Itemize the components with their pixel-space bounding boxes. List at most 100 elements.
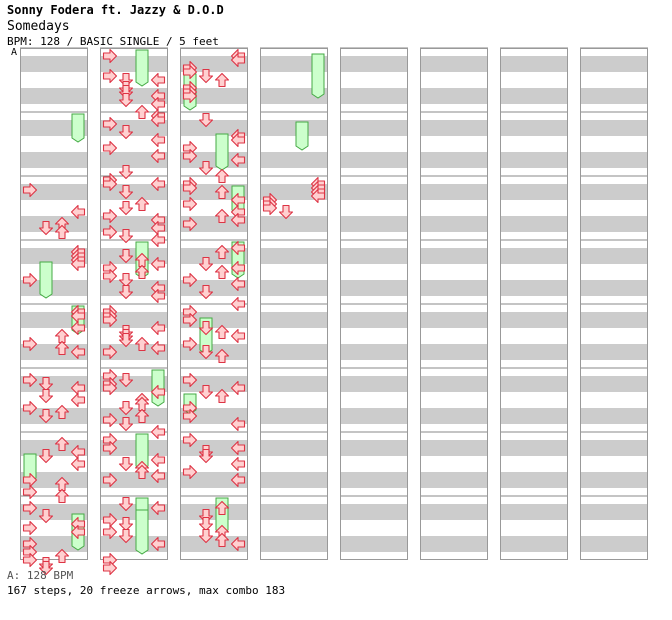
step-arrow-down [38,508,54,524]
beat-stripe [100,184,168,200]
step-arrow-left [22,520,38,536]
beat-stripe [340,408,408,424]
beat-stripe [420,408,488,424]
beat-stripe [260,152,328,168]
step-arrow-up [134,408,150,424]
beat-stripe [340,536,408,552]
step-arrow-left [262,200,278,216]
beat-stripe [420,504,488,520]
step-arrow-left [182,88,198,104]
step-arrow-left [182,432,198,448]
step-arrow-down [38,408,54,424]
step-arrow-left [102,560,118,576]
step-arrow-right [150,132,166,148]
step-arrow-down [118,272,134,288]
beat-stripe [420,472,488,488]
step-arrow-down [118,516,134,532]
beat-stripe [580,376,648,392]
step-arrow-up [54,224,70,240]
step-arrow-down [118,400,134,416]
beat-stripe [260,88,328,104]
beat-stripe [420,152,488,168]
beat-stripe [340,376,408,392]
beat-stripe [20,472,88,488]
step-arrow-down [118,92,134,108]
step-arrow-up [54,328,70,344]
beat-stripe [500,536,568,552]
step-arrow-down [198,516,214,532]
step-arrow-left [102,472,118,488]
step-arrow-right [230,472,246,488]
step-arrow-right [230,456,246,472]
step-arrow-down [118,200,134,216]
beat-stripe [580,248,648,264]
step-arrow-down [38,388,54,404]
step-arrow-left [102,208,118,224]
beat-stripe [180,120,248,136]
step-arrow-right [150,148,166,164]
beat-stripe [260,280,328,296]
step-arrow-left [182,372,198,388]
step-arrow-right [150,384,166,400]
step-arrow-down [38,560,54,576]
step-arrow-right [70,524,86,540]
beat-stripe [180,536,248,552]
step-arrow-up [54,340,70,356]
freeze-arrow [39,261,53,299]
beat-stripe [420,280,488,296]
step-arrow-right [150,468,166,484]
step-arrow-down [118,528,134,544]
step-arrow-down [198,344,214,360]
chart-info: BPM: 128 / BASIC SINGLE / 5 feet [7,35,219,48]
step-arrow-left [22,336,38,352]
step-arrow-right [230,328,246,344]
step-arrow-down [198,528,214,544]
beat-stripe [420,376,488,392]
step-arrow-down [198,284,214,300]
step-arrow-right [230,52,246,68]
step-arrow-down [118,184,134,200]
bpm-marker: A [11,47,18,58]
step-arrow-left [182,408,198,424]
step-arrow-down [118,228,134,244]
beat-stripe [20,56,88,72]
step-arrow-down [118,456,134,472]
step-arrow-right [230,260,246,276]
step-arrow-right [150,320,166,336]
beat-stripe [100,56,168,72]
step-arrow-down [118,416,134,432]
beat-stripe [500,344,568,360]
beat-stripe [340,472,408,488]
step-arrow-right [70,392,86,408]
step-arrow-up [54,548,70,564]
step-arrow-right [150,500,166,516]
step-arrow-down [118,372,134,388]
step-arrow-up [214,500,230,516]
beat-stripe [260,408,328,424]
beat-stripe [100,440,168,456]
step-arrow-right [310,188,326,204]
beat-stripe [500,120,568,136]
step-arrow-right [70,320,86,336]
beat-stripe [20,184,88,200]
chart-column-border [20,48,88,560]
step-arrow-right [150,232,166,248]
beat-stripe [260,472,328,488]
beat-stripe [580,184,648,200]
step-arrow-right [150,176,166,192]
beat-stripe [500,56,568,72]
beat-stripe [580,504,648,520]
step-arrow-right [230,132,246,148]
step-arrow-left [102,312,118,328]
step-arrow-up [54,436,70,452]
step-arrow-down [198,320,214,336]
beat-stripe [580,152,648,168]
chart-column-border [420,48,488,560]
step-arrow-right [70,256,86,272]
beat-stripe [500,504,568,520]
step-arrow-up [214,324,230,340]
freeze-arrow [295,121,309,151]
step-arrow-right [230,276,246,292]
beat-stripe [580,56,648,72]
beat-stripe [340,120,408,136]
